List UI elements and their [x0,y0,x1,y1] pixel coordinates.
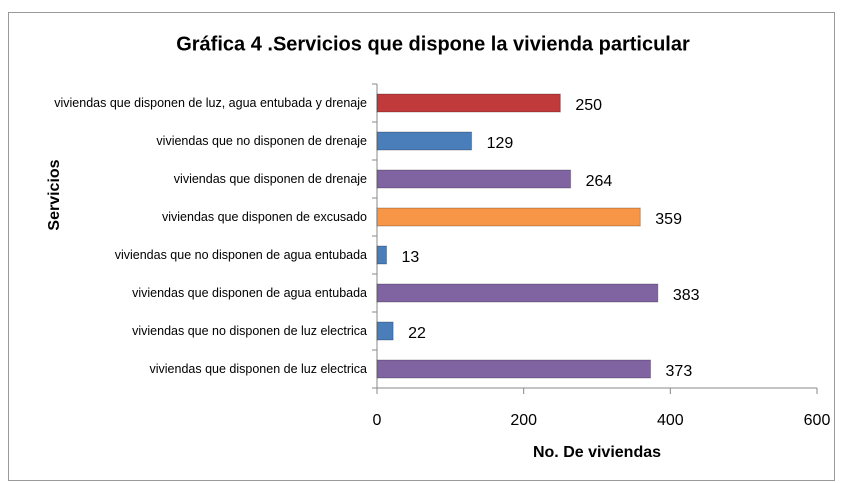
x-tick-label: 400 [657,412,684,429]
category-text: viviendas que disponen de excusado [161,210,367,224]
category-text: viviendas que no disponen de agua entuba… [114,248,367,262]
bar [376,283,659,303]
value-label: 359 [655,211,682,228]
bar [376,321,394,341]
value-label: 129 [487,135,514,152]
bar [376,169,572,189]
category-label: viviendas que disponen de drenaje [0,172,367,186]
x-tick-label: 200 [510,412,537,429]
value-label: 373 [666,363,693,380]
category-text: viviendas que no disponen de luz electri… [132,324,367,338]
x-tick-label: 0 [373,412,382,429]
category-text: viviendas que disponen de drenaje [173,172,367,186]
value-label: 250 [575,97,602,114]
category-label: viviendas que no disponen de drenaje [0,134,367,148]
y-axis-title: Servicios [46,159,63,230]
category-label: viviendas que disponen de agua entubada [0,286,367,300]
bar [376,93,561,113]
x-tick-label: 600 [804,412,831,429]
category-label: viviendas que no disponen de luz electri… [0,324,367,338]
bar [376,207,641,227]
chart-frame [8,12,835,481]
x-axis-title: No. De viviendas [533,444,661,461]
category-label: viviendas que disponen de luz, agua entu… [0,96,367,110]
value-label: 383 [673,287,700,304]
category-label: viviendas que disponen de excusado [0,210,367,224]
bar [376,245,388,265]
category-text: viviendas que no disponen de drenaje [156,134,367,148]
category-text: viviendas que disponen de luz electrica [149,362,368,376]
value-label: 13 [402,249,420,266]
value-label: 264 [586,173,613,190]
category-text: viviendas que disponen de agua entubada [132,286,367,300]
bar [376,359,652,379]
category-label: viviendas que no disponen de agua entuba… [0,248,367,262]
chart-title: Gráfica 4 .Servicios que dispone la vivi… [176,33,690,55]
bar [376,131,473,151]
category-text: viviendas que disponen de luz, agua entu… [54,96,367,110]
value-label: 22 [408,325,426,342]
category-label: viviendas que disponen de luz electrica [0,362,368,376]
